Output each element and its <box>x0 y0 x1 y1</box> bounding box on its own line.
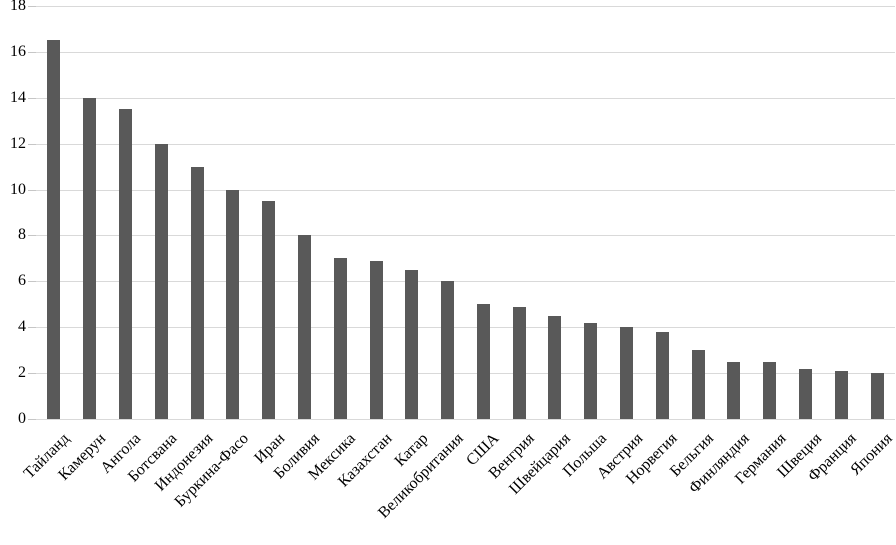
y-axis-tick <box>28 190 36 191</box>
bar <box>513 307 526 419</box>
bar <box>405 270 418 419</box>
gridline <box>36 144 895 145</box>
bar <box>584 323 597 419</box>
gridline <box>36 98 895 99</box>
gridline <box>36 419 895 420</box>
y-axis-tick <box>28 235 36 236</box>
y-tick-label: 16 <box>10 43 26 60</box>
gridline <box>36 281 895 282</box>
y-axis-tick <box>28 52 36 53</box>
bar <box>370 261 383 419</box>
bar <box>548 316 561 419</box>
bar <box>83 98 96 419</box>
gridline <box>36 235 895 236</box>
bar <box>799 369 812 419</box>
y-tick-label: 8 <box>18 226 26 243</box>
gridline <box>36 52 895 53</box>
y-axis-tick <box>28 373 36 374</box>
bar <box>620 327 633 419</box>
bar <box>763 362 776 419</box>
bar <box>119 109 132 419</box>
y-axis-tick <box>28 98 36 99</box>
bar <box>835 371 848 419</box>
bar <box>727 362 740 419</box>
y-axis-tick <box>28 6 36 7</box>
bar <box>47 40 60 419</box>
y-tick-label: 0 <box>18 410 26 427</box>
y-tick-label: 18 <box>10 0 26 14</box>
y-tick-label: 2 <box>18 364 26 381</box>
bar <box>477 304 490 419</box>
gridline <box>36 6 895 7</box>
y-tick-label: 4 <box>18 318 26 335</box>
bar <box>226 190 239 419</box>
y-tick-label: 6 <box>18 272 26 289</box>
y-tick-label: 14 <box>10 89 26 106</box>
y-tick-label: 12 <box>10 135 26 152</box>
gridline <box>36 190 895 191</box>
bar <box>298 235 311 419</box>
bar <box>871 373 884 419</box>
y-axis-tick <box>28 144 36 145</box>
gridline <box>36 327 895 328</box>
bar <box>656 332 669 419</box>
bar <box>334 258 347 419</box>
y-axis-tick <box>28 281 36 282</box>
bar <box>692 350 705 419</box>
bar <box>155 144 168 419</box>
bar <box>191 167 204 419</box>
y-axis-tick <box>28 327 36 328</box>
bar <box>262 201 275 419</box>
gridline <box>36 373 895 374</box>
bar <box>441 281 454 419</box>
y-axis-tick <box>28 419 36 420</box>
y-tick-label: 10 <box>10 181 26 198</box>
